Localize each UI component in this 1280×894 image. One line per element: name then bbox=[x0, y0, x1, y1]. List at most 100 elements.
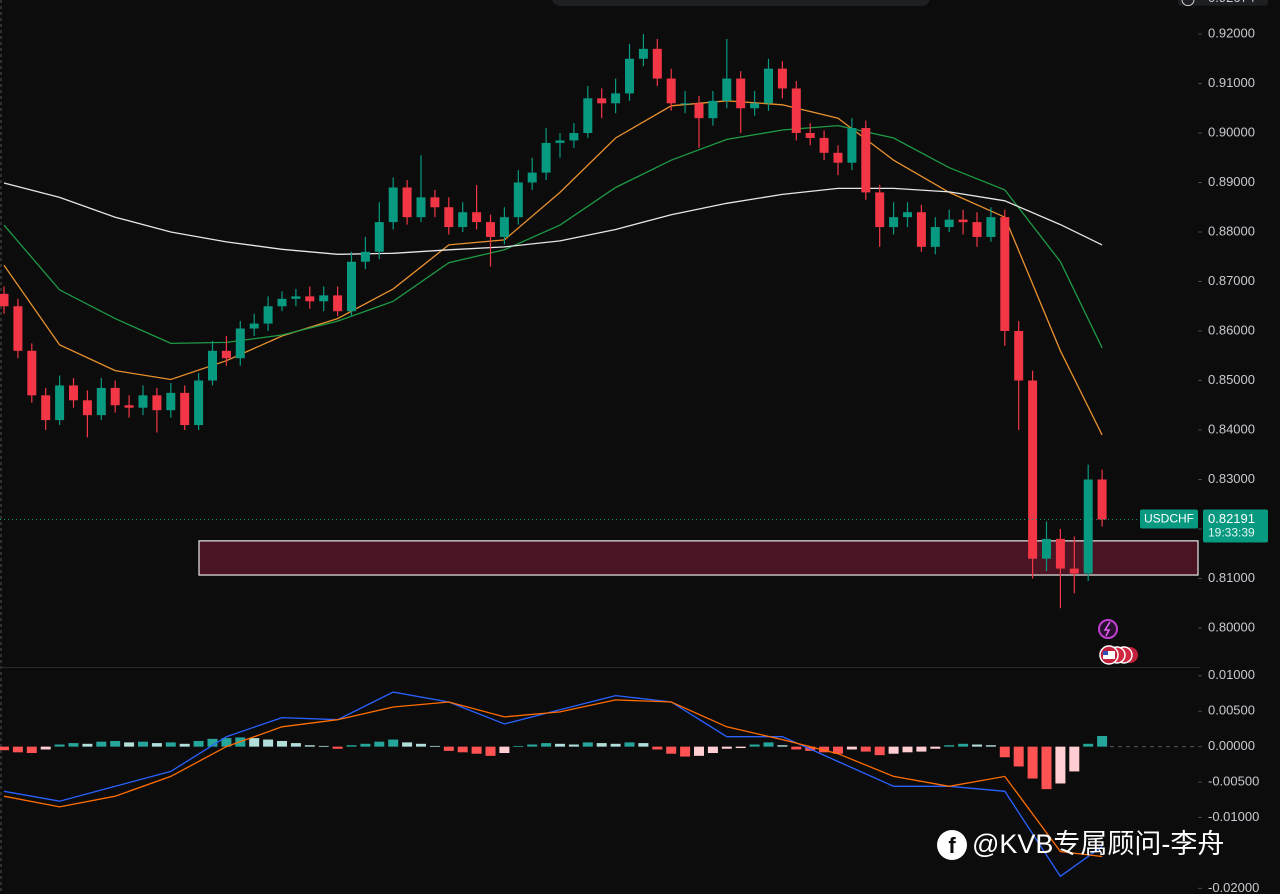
y-tick-label: 0.01000 bbox=[1208, 667, 1255, 682]
candle-body bbox=[569, 133, 579, 141]
candle-body bbox=[527, 172, 537, 183]
histogram-bar bbox=[819, 746, 830, 753]
histogram-bar bbox=[888, 746, 899, 754]
y-tick-label: 0.86000 bbox=[1208, 322, 1255, 337]
histogram-bar bbox=[68, 743, 79, 747]
histogram-bar bbox=[207, 738, 218, 747]
y-tick-label: -0.02000 bbox=[1208, 880, 1259, 894]
histogram-bar bbox=[763, 742, 774, 747]
histogram-bar bbox=[610, 743, 621, 747]
histogram-bar bbox=[485, 746, 496, 756]
candle-body bbox=[305, 296, 315, 302]
histogram-bar bbox=[443, 746, 454, 751]
histogram-bar bbox=[680, 746, 691, 757]
candle-body bbox=[82, 400, 92, 416]
histogram-bar bbox=[457, 746, 468, 753]
histogram-bar bbox=[1027, 746, 1038, 779]
histogram-bar bbox=[263, 739, 274, 747]
y-tick-label: -0.01000 bbox=[1208, 809, 1259, 824]
histogram-bar bbox=[124, 742, 135, 747]
candle-body bbox=[13, 306, 23, 351]
candle-body bbox=[597, 98, 607, 104]
histogram-bar bbox=[721, 746, 732, 749]
candle-body bbox=[764, 68, 773, 104]
candle-body bbox=[847, 128, 857, 163]
candle-body bbox=[347, 261, 356, 312]
candle-body bbox=[1042, 538, 1051, 559]
histogram-bar bbox=[624, 742, 635, 747]
candle-body bbox=[55, 385, 65, 421]
candle-body bbox=[875, 192, 885, 228]
histogram-bar bbox=[1013, 746, 1024, 767]
histogram-bar bbox=[985, 745, 996, 747]
candle-body bbox=[916, 212, 926, 247]
candle-body bbox=[722, 78, 732, 101]
histogram-bar bbox=[999, 746, 1010, 758]
candle-body bbox=[819, 137, 829, 153]
candle-body bbox=[27, 350, 37, 396]
y-tick-label: 0.87000 bbox=[1208, 273, 1255, 288]
candle-body bbox=[360, 251, 370, 262]
histogram-bar bbox=[874, 746, 885, 756]
y-tick-label: 0.00000 bbox=[1208, 738, 1255, 753]
histogram-bar bbox=[221, 738, 232, 747]
histogram-bar bbox=[930, 746, 941, 749]
histogram-bar bbox=[26, 746, 37, 754]
y-tick-label: 0.83000 bbox=[1208, 471, 1255, 486]
zoom-button[interactable] bbox=[1181, 0, 1195, 7]
price-tag bbox=[1203, 509, 1268, 543]
histogram-bar bbox=[791, 746, 802, 750]
histogram-bar bbox=[151, 743, 162, 747]
histogram-bar bbox=[96, 741, 107, 747]
y-tick-label: 0.92000 bbox=[1208, 25, 1255, 40]
histogram-bar bbox=[40, 746, 51, 750]
y-tick-label: 0.90000 bbox=[1208, 124, 1255, 139]
candle-body bbox=[694, 103, 704, 119]
histogram-bar bbox=[833, 746, 843, 754]
candle-body bbox=[1055, 538, 1065, 569]
candle-body bbox=[708, 100, 718, 119]
alert-icon[interactable] bbox=[1098, 619, 1118, 639]
histogram-bar bbox=[416, 743, 426, 747]
candle-body bbox=[0, 293, 9, 307]
histogram-bar bbox=[110, 740, 121, 747]
candle-body bbox=[555, 140, 565, 143]
candle-body bbox=[235, 328, 245, 359]
histogram-bar bbox=[944, 745, 955, 747]
candle-body bbox=[402, 187, 412, 218]
top-label: 0.92674 bbox=[1208, 0, 1255, 5]
y-tick-label: 0.91000 bbox=[1208, 75, 1255, 90]
candle-body bbox=[1097, 479, 1107, 520]
candle-body bbox=[652, 48, 662, 79]
indicator-line bbox=[3, 691, 1103, 878]
candle-body bbox=[374, 222, 384, 252]
candle-body bbox=[486, 222, 495, 237]
candle-body bbox=[472, 212, 482, 223]
candle-body bbox=[513, 182, 523, 218]
y-tick-label: -0.00500 bbox=[1208, 774, 1259, 789]
candle-body bbox=[889, 217, 899, 228]
candle-body bbox=[944, 219, 954, 228]
candle-body bbox=[861, 128, 871, 193]
candle-body bbox=[138, 395, 148, 408]
last-price-label: 0.82191 bbox=[1208, 511, 1255, 526]
event-icons bbox=[1098, 619, 1138, 665]
histogram-bar bbox=[860, 746, 871, 752]
histogram-bar bbox=[54, 744, 65, 747]
candle-body bbox=[319, 295, 329, 302]
top-label-box bbox=[1178, 0, 1268, 6]
y-tick-label: 0.88000 bbox=[1208, 223, 1255, 238]
histogram-bar bbox=[290, 743, 301, 747]
candle-body bbox=[611, 93, 621, 104]
candle-body bbox=[430, 197, 440, 208]
histogram-bar bbox=[652, 746, 663, 750]
candle-body bbox=[194, 380, 204, 426]
histogram-bar bbox=[332, 746, 343, 749]
watermark-logo-letter: f bbox=[948, 833, 956, 858]
candle-body bbox=[208, 350, 217, 381]
candle-body bbox=[833, 152, 843, 163]
histogram-bar bbox=[568, 744, 579, 747]
